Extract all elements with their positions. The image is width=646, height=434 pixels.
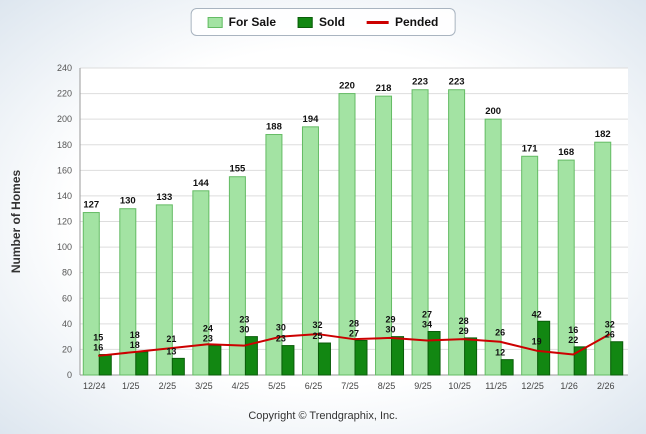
svg-text:5/25: 5/25 bbox=[268, 381, 286, 391]
copyright-text: Copyright © Trendgraphix, Inc. bbox=[248, 410, 398, 422]
svg-text:3/25: 3/25 bbox=[195, 381, 213, 391]
svg-text:16: 16 bbox=[568, 325, 578, 335]
svg-text:11/25: 11/25 bbox=[485, 381, 507, 391]
svg-text:155: 155 bbox=[229, 164, 246, 175]
svg-text:194: 194 bbox=[303, 114, 320, 125]
svg-text:168: 168 bbox=[558, 147, 574, 158]
svg-text:23: 23 bbox=[239, 315, 249, 325]
svg-text:23: 23 bbox=[276, 334, 286, 344]
svg-text:18: 18 bbox=[130, 330, 140, 340]
svg-text:12/25: 12/25 bbox=[521, 381, 544, 391]
svg-text:22: 22 bbox=[568, 335, 578, 345]
svg-text:220: 220 bbox=[57, 89, 72, 99]
svg-text:240: 240 bbox=[57, 63, 72, 73]
svg-text:60: 60 bbox=[62, 293, 72, 303]
svg-text:200: 200 bbox=[485, 106, 501, 117]
svg-text:32: 32 bbox=[605, 320, 615, 330]
svg-text:12/24: 12/24 bbox=[83, 381, 106, 391]
svg-text:Number of Homes: Number of Homes bbox=[9, 170, 23, 274]
svg-text:0: 0 bbox=[67, 370, 72, 380]
svg-text:220: 220 bbox=[339, 81, 355, 92]
svg-text:180: 180 bbox=[57, 140, 72, 150]
homes-bar-line-chart: 0 20 40 60 80 100 120 140 160 180 200 220 240 Number … bbox=[9, 63, 628, 391]
svg-text:25: 25 bbox=[312, 331, 322, 341]
svg-text:18: 18 bbox=[130, 340, 140, 350]
svg-text:26: 26 bbox=[495, 328, 505, 338]
svg-text:10/25: 10/25 bbox=[448, 381, 471, 391]
svg-text:26: 26 bbox=[605, 330, 615, 340]
svg-text:16: 16 bbox=[93, 343, 103, 353]
svg-text:171: 171 bbox=[522, 143, 539, 154]
svg-text:133: 133 bbox=[156, 192, 172, 203]
svg-text:30: 30 bbox=[239, 325, 249, 335]
svg-text:15: 15 bbox=[93, 333, 103, 343]
svg-text:30: 30 bbox=[276, 323, 286, 333]
svg-text:1/25: 1/25 bbox=[122, 381, 140, 391]
svg-text:127: 127 bbox=[83, 200, 99, 211]
svg-text:1/26: 1/26 bbox=[560, 381, 578, 391]
svg-text:12: 12 bbox=[495, 348, 505, 358]
sold-swatch bbox=[298, 16, 314, 28]
legend-label-for-sale: For Sale bbox=[228, 15, 277, 29]
svg-text:200: 200 bbox=[57, 114, 72, 124]
svg-text:40: 40 bbox=[62, 319, 72, 329]
svg-text:9/25: 9/25 bbox=[414, 381, 432, 391]
chart-legend: For Sale Sold Pended bbox=[190, 8, 456, 36]
svg-text:28: 28 bbox=[459, 316, 469, 326]
svg-text:28: 28 bbox=[349, 318, 359, 328]
svg-text:13: 13 bbox=[166, 346, 176, 356]
legend-label-sold: Sold bbox=[319, 15, 346, 29]
for-sale-swatch bbox=[207, 16, 223, 28]
svg-text:7/25: 7/25 bbox=[341, 381, 359, 391]
svg-text:223: 223 bbox=[449, 77, 465, 88]
legend-label-pended: Pended bbox=[395, 15, 439, 29]
svg-text:182: 182 bbox=[595, 129, 611, 140]
pended-line-swatch bbox=[367, 20, 390, 24]
svg-text:24: 24 bbox=[203, 324, 213, 334]
svg-text:32: 32 bbox=[312, 320, 322, 330]
svg-text:8/25: 8/25 bbox=[378, 381, 396, 391]
svg-text:23: 23 bbox=[203, 334, 213, 344]
svg-text:21: 21 bbox=[166, 334, 176, 344]
svg-text:34: 34 bbox=[422, 320, 432, 330]
svg-text:29: 29 bbox=[386, 315, 396, 325]
svg-text:42: 42 bbox=[532, 309, 542, 319]
svg-text:29: 29 bbox=[459, 326, 469, 336]
svg-text:130: 130 bbox=[120, 196, 136, 207]
svg-text:4/25: 4/25 bbox=[232, 381, 250, 391]
svg-text:19: 19 bbox=[532, 337, 542, 347]
legend-item-for-sale: For Sale bbox=[207, 15, 277, 29]
svg-text:2/26: 2/26 bbox=[597, 381, 615, 391]
legend-item-sold: Sold bbox=[298, 15, 345, 29]
svg-text:80: 80 bbox=[62, 268, 72, 278]
svg-text:20: 20 bbox=[62, 344, 72, 354]
svg-text:140: 140 bbox=[57, 191, 72, 201]
svg-text:188: 188 bbox=[266, 122, 282, 133]
svg-text:160: 160 bbox=[57, 165, 72, 175]
svg-text:223: 223 bbox=[412, 77, 428, 88]
svg-text:144: 144 bbox=[193, 178, 210, 189]
svg-text:2/25: 2/25 bbox=[159, 381, 177, 391]
svg-text:27: 27 bbox=[349, 328, 359, 338]
svg-text:218: 218 bbox=[376, 83, 392, 94]
svg-text:6/25: 6/25 bbox=[305, 381, 323, 391]
legend-item-pended: Pended bbox=[367, 15, 438, 29]
svg-text:30: 30 bbox=[386, 325, 396, 335]
svg-text:120: 120 bbox=[57, 217, 72, 227]
svg-text:100: 100 bbox=[57, 242, 72, 252]
svg-text:27: 27 bbox=[422, 310, 432, 320]
